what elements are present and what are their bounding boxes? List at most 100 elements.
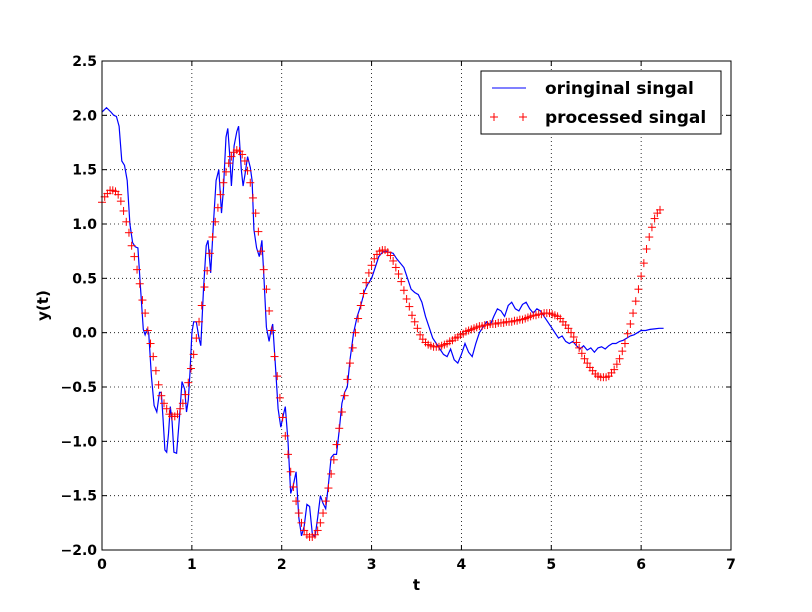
series-point-processed [612,360,621,369]
series-point-processed [359,289,368,298]
series-point-processed [176,404,185,413]
y-tick-label: 2.0 [72,108,97,124]
series-point-processed [618,347,627,356]
series-point-processed [364,268,373,277]
series-point-processed [569,333,578,342]
legend: oringinal singal processed singal [480,70,722,135]
series-point-processed [240,156,249,165]
plot-series [98,106,665,541]
series-point-processed [297,518,306,527]
series-point-processed [151,366,160,375]
y-tick-label: −1.5 [60,489,97,505]
series-point-processed [149,352,158,361]
series-point-processed [189,350,198,359]
series-point-processed [197,301,206,310]
series-point-processed [575,343,584,352]
y-tick-label: 0.5 [72,271,97,287]
axes-frame [101,60,732,551]
series-point-processed [278,413,287,422]
series-point-processed [351,328,360,337]
series-point-processed [265,306,274,315]
y-tick-label: −1.0 [60,434,97,450]
legend-marker-processed [519,113,527,121]
series-point-processed [362,278,371,287]
series-point-processed [216,190,225,199]
legend-marker-processed [490,113,498,121]
legend-label-original: oringinal singal [545,79,694,99]
x-tick-label: 5 [546,557,556,573]
legend-swatch-processed [490,113,527,121]
series-point-processed [408,311,417,320]
series-point-processed [294,509,303,518]
series-point-processed [394,269,403,278]
y-tick-label: 1.5 [72,163,97,179]
series-point-processed [645,233,654,242]
series-point-processed [289,482,298,491]
series-point-processed [583,359,592,368]
series-point-processed [356,301,365,310]
series-point-processed [642,244,651,253]
series-point-processed [160,399,169,408]
series-point-processed [116,197,125,206]
series-point-processed [213,203,222,212]
x-tick-label: 2 [277,557,287,573]
x-tick-label: 3 [367,557,377,573]
series-point-processed [281,431,290,440]
series-point-processed [343,375,352,384]
x-tick-label: 0 [97,557,107,573]
series-point-processed [416,330,425,339]
x-axis-label: t [413,576,420,594]
series-point-processed [321,497,330,506]
series-point-processed [647,223,656,232]
series-point-processed [119,206,128,215]
series-point-processed [133,265,142,274]
series-point-processed [319,509,328,518]
series-point-processed [389,256,398,265]
series-point-processed [246,178,255,187]
series-point-processed [208,233,217,242]
x-tick-label: 4 [457,557,467,573]
y-axis-label: y(t) [34,290,52,321]
series-point-processed [399,286,408,295]
series-point-processed [251,209,260,218]
series-point-processed [354,314,363,323]
series-point-processed [631,297,640,306]
series-point-processed [146,339,155,348]
series-point-processed [162,404,171,413]
series-point-processed [313,526,322,535]
series-point-processed [143,326,152,335]
series-point-processed [173,410,182,419]
series-point-processed [267,326,276,335]
series-point-processed [178,399,187,408]
series-point-processed [327,469,336,478]
series-point-processed [284,450,293,459]
series-line-original [101,106,664,539]
series-point-processed [397,277,406,286]
series-point-processed [205,249,214,258]
series-point-processed [248,193,257,202]
series-point-processed [262,285,271,294]
series-point-processed [332,440,341,449]
x-tick-label: 1 [187,557,197,573]
series-point-processed [335,424,344,433]
series-point-processed [564,324,573,333]
legend-box [480,70,722,135]
series-point-processed [275,393,284,402]
series-point-processed [154,380,163,389]
series-point-processed [286,467,295,476]
series-point-processed [410,317,419,326]
series-point-processed [367,261,376,270]
series-point-processed [135,279,144,288]
x-tick-label: 6 [636,557,646,573]
series-point-processed [370,254,379,263]
series-point-processed [634,285,643,294]
series-point-processed [184,378,193,387]
series-point-processed [402,294,411,303]
series-point-processed [348,343,357,352]
series-point-processed [181,390,190,399]
series-point-processed [626,319,635,328]
series-point-processed [257,247,266,256]
series-point-processed [157,391,166,400]
series-point-processed [656,205,665,214]
series-point-processed [620,339,629,348]
